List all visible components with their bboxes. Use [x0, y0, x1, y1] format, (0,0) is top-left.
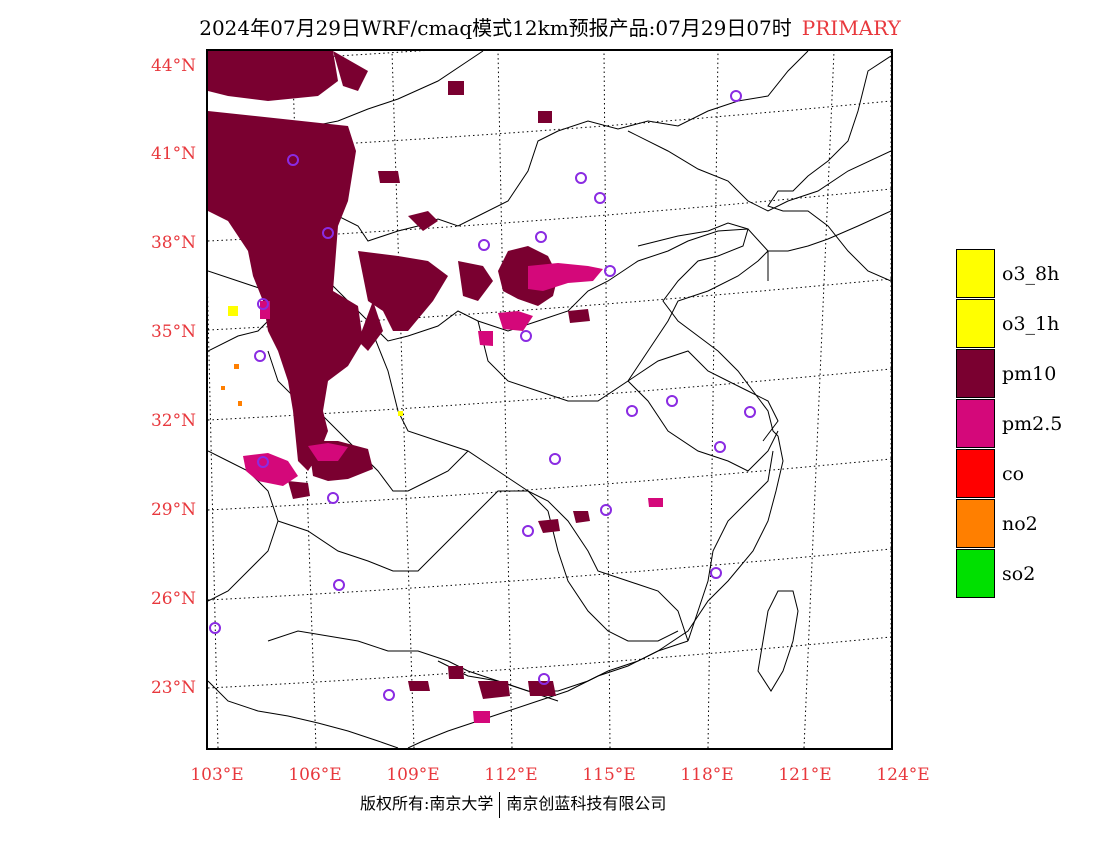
map-canvas	[208, 51, 891, 748]
legend-label: no2	[1002, 513, 1038, 535]
pm10-regions	[208, 51, 590, 699]
legend-swatch	[956, 549, 995, 598]
station-circle-icon	[333, 579, 345, 591]
footer-copyright: 版权所有:南京大学	[360, 794, 494, 813]
lat-label-35n: 35°N	[150, 322, 196, 342]
station-circle-icon	[666, 395, 678, 407]
station-circle-icon	[520, 330, 532, 342]
station-circle-icon	[538, 673, 550, 685]
legend-label: o3_8h	[1002, 263, 1060, 285]
station-circle-icon	[322, 227, 334, 239]
station-circle-icon	[714, 441, 726, 453]
title-main: 2024年07月29日WRF/cmaq模式12km预报产品:07月29日07时	[199, 16, 792, 40]
station-circle-icon	[626, 405, 638, 417]
lon-label-121e: 121°E	[778, 765, 832, 785]
station-circle-icon	[209, 622, 221, 634]
legend-swatch	[956, 349, 995, 398]
lon-label-103e: 103°E	[190, 765, 244, 785]
legend-swatch	[956, 399, 995, 448]
title-primary-tag: PRIMARY	[801, 16, 901, 40]
station-circle-icon	[327, 492, 339, 504]
station-circle-icon	[254, 350, 266, 362]
map-title: 2024年07月29日WRF/cmaq模式12km预报产品:07月29日07时 P…	[0, 12, 1100, 41]
lat-label-41n: 41°N	[150, 144, 196, 164]
lon-label-118e: 118°E	[680, 765, 734, 785]
legend-swatch	[956, 449, 995, 498]
station-circle-icon	[600, 504, 612, 516]
station-markers	[209, 90, 756, 701]
station-circle-icon	[575, 172, 587, 184]
station-circle-icon	[257, 456, 269, 468]
minor-pollutants	[221, 306, 403, 416]
station-circle-icon	[535, 231, 547, 243]
legend-swatch	[956, 299, 995, 348]
lat-label-26n: 26°N	[150, 589, 196, 609]
station-circle-icon	[287, 154, 299, 166]
station-circle-icon	[744, 406, 756, 418]
station-circle-icon	[478, 239, 490, 251]
legend-label: so2	[1002, 563, 1036, 585]
station-circle-icon	[522, 525, 534, 537]
lat-label-29n: 29°N	[150, 500, 196, 520]
station-circle-icon	[710, 567, 722, 579]
coastline	[407, 55, 891, 748]
legend-label: co	[1002, 463, 1025, 485]
legend-label: pm2.5	[1002, 413, 1063, 435]
lon-label-109e: 109°E	[386, 765, 440, 785]
map-panel[interactable]	[206, 49, 893, 750]
lat-label-38n: 38°N	[150, 233, 196, 253]
lat-label-32n: 32°N	[150, 411, 196, 431]
footer: 版权所有:南京大学 南京创蓝科技有限公司	[360, 790, 666, 818]
station-circle-icon	[549, 453, 561, 465]
station-circle-icon	[383, 689, 395, 701]
lat-label-44n: 44°N	[150, 56, 196, 76]
footer-company: 南京创蓝科技有限公司	[506, 794, 667, 813]
lon-label-124e: 124°E	[876, 765, 930, 785]
legend-label: pm10	[1002, 363, 1057, 385]
lon-label-112e: 112°E	[484, 765, 538, 785]
footer-separator	[499, 791, 501, 818]
legend-label: o3_1h	[1002, 313, 1060, 335]
lon-label-115e: 115°E	[582, 765, 636, 785]
station-circle-icon	[257, 298, 269, 310]
station-circle-icon	[594, 192, 606, 204]
station-circle-icon	[730, 90, 742, 102]
lon-label-106e: 106°E	[288, 765, 342, 785]
legend-swatch	[956, 249, 995, 298]
station-circle-icon	[604, 265, 616, 277]
pm25-regions	[243, 263, 663, 723]
legend-swatch	[956, 499, 995, 548]
lat-label-23n: 23°N	[150, 678, 196, 698]
